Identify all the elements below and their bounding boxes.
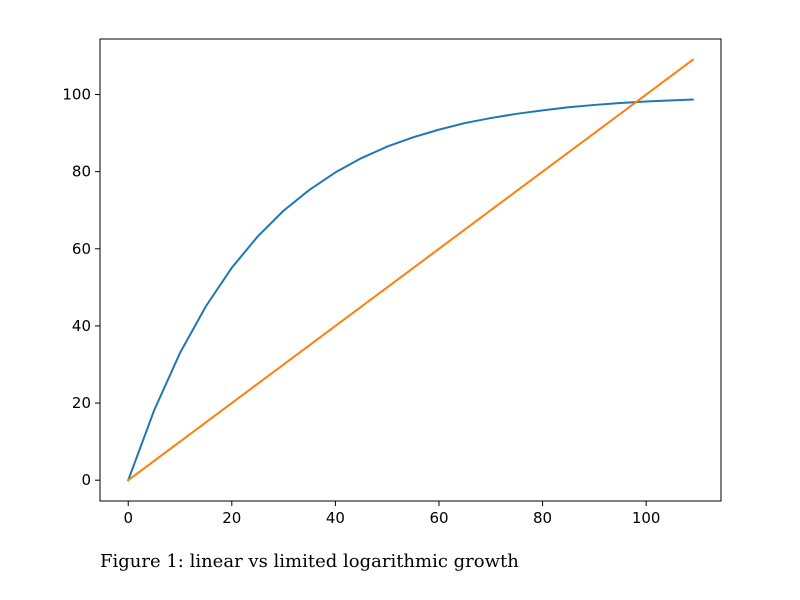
series-line-linear (126, 58, 695, 482)
x-tick-label: 80 (533, 509, 552, 527)
x-tick-label: 20 (222, 509, 241, 527)
y-tick-label: 0 (81, 471, 91, 489)
x-tick-label: 100 (632, 509, 661, 527)
y-axis: 0 20 40 60 80 100 (62, 86, 100, 489)
y-tick-label: 60 (72, 240, 91, 258)
series-group (126, 58, 695, 482)
x-tick-label: 60 (429, 509, 448, 527)
series-line-limited-growth (126, 98, 694, 482)
plot-frame (99, 38, 722, 502)
y-tick-label: 40 (72, 317, 91, 335)
x-axis: 0 20 40 60 80 100 (123, 501, 660, 527)
x-tick-label: 40 (326, 509, 345, 527)
x-tick-label: 0 (123, 509, 133, 527)
figure-caption: Figure 1: linear vs limited logarithmic … (100, 551, 519, 572)
y-tick-label: 80 (72, 163, 91, 181)
y-tick-label: 100 (62, 86, 91, 104)
y-tick-label: 20 (72, 394, 91, 412)
